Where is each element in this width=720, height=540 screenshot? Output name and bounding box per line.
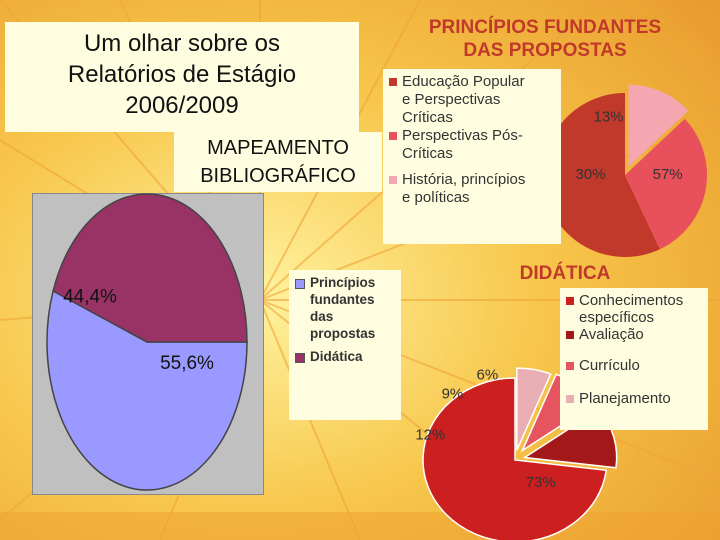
legend-item-pos-criticas: Perspectivas Pós- Críticas: [389, 127, 555, 163]
legend-swatch: [566, 297, 574, 305]
principios-pie-slice: [625, 118, 707, 250]
legend-item-historia: História, princípios e políticas: [389, 171, 555, 207]
legend-swatch: [295, 353, 305, 363]
subtitle-line: MAPEAMENTO: [207, 137, 349, 159]
principios-legend: Educação Popular e Perspectivas Críticas…: [383, 69, 561, 244]
main-pie-data-label: 55,6%: [160, 353, 214, 374]
chart-title-line: DAS PROPOSTAS: [463, 40, 627, 61]
legend-swatch: [389, 176, 397, 184]
legend-label: Conhecimentos específicos: [579, 292, 684, 326]
legend-item-curriculo: Currículo: [566, 357, 702, 374]
legend-item-educacao-popular: Educação Popular e Perspectivas Críticas: [389, 73, 555, 127]
legend-label: Didática: [310, 349, 363, 364]
main-pie-slice: [52, 193, 248, 343]
principios-pie-data-label: 30%: [576, 166, 606, 183]
legend-swatch: [566, 395, 574, 403]
didatica-pie-data-label: 12%: [415, 426, 445, 443]
title-line: 2006/2009: [125, 92, 239, 119]
title-line: Um olhar sobre os: [83, 30, 281, 57]
principios-pie-slice: [542, 93, 660, 257]
legend-swatch: [389, 132, 397, 140]
chart-title-line: PRINCÍPIOS FUNDANTES: [428, 17, 662, 38]
legend-label: Educação Popular e Perspectivas Críticas: [402, 73, 525, 126]
legend-label: Perspectivas Pós- Críticas: [402, 127, 523, 162]
principios-pie-slice: [628, 84, 689, 167]
legend-item-conhecimentos: Conhecimentos específicos: [566, 292, 702, 326]
legend-item-principios: Princípios fundantes das propostas: [295, 274, 395, 342]
didatica-pie-data-label: 6%: [477, 367, 499, 384]
legend-swatch: [389, 78, 397, 86]
legend-item-planejamento: Planejamento: [566, 390, 702, 407]
legend-swatch: [566, 331, 574, 339]
legend-label: Princípios fundantes das propostas: [310, 275, 376, 341]
legend-label: História, princípios e políticas: [402, 171, 526, 206]
legend-label: Avaliação: [579, 326, 644, 343]
legend-swatch: [566, 362, 574, 370]
principios-pie-data-label: 57%: [653, 166, 683, 183]
didatica-legend: Conhecimentos específicos Avaliação Curr…: [560, 288, 708, 430]
didatica-pie-slice: [422, 377, 608, 540]
title-line: Relatórios de Estágio: [67, 61, 297, 88]
legend-label: Currículo: [579, 357, 640, 374]
didatica-pie-data-label: 9%: [442, 385, 464, 402]
principios-pie-data-label: 13%: [594, 109, 624, 126]
principios-chart-title: PRINCÍPIOS FUNDANTES DAS PROPOSTAS: [395, 16, 695, 62]
slide-subtitle: MAPEAMENTO BIBLIOGRÁFICO: [174, 132, 382, 192]
legend-item-avaliacao: Avaliação: [566, 326, 702, 343]
main-pie-legend: Princípios fundantes das propostas Didát…: [289, 270, 401, 420]
main-pie-slice: [46, 289, 248, 491]
legend-swatch: [295, 279, 305, 289]
didatica-chart-title: DIDÁTICA: [519, 263, 611, 284]
legend-item-didatica: Didática: [295, 348, 395, 365]
didatica-pie-slice: [516, 367, 552, 451]
main-pie-data-label: 44,4%: [63, 287, 117, 308]
didatica-pie-data-label: 73%: [526, 474, 556, 491]
subtitle-line: BIBLIOGRÁFICO: [200, 165, 356, 187]
slide-title: Um olhar sobre os Relatórios de Estágio …: [5, 22, 359, 132]
legend-label: Planejamento: [579, 390, 671, 407]
